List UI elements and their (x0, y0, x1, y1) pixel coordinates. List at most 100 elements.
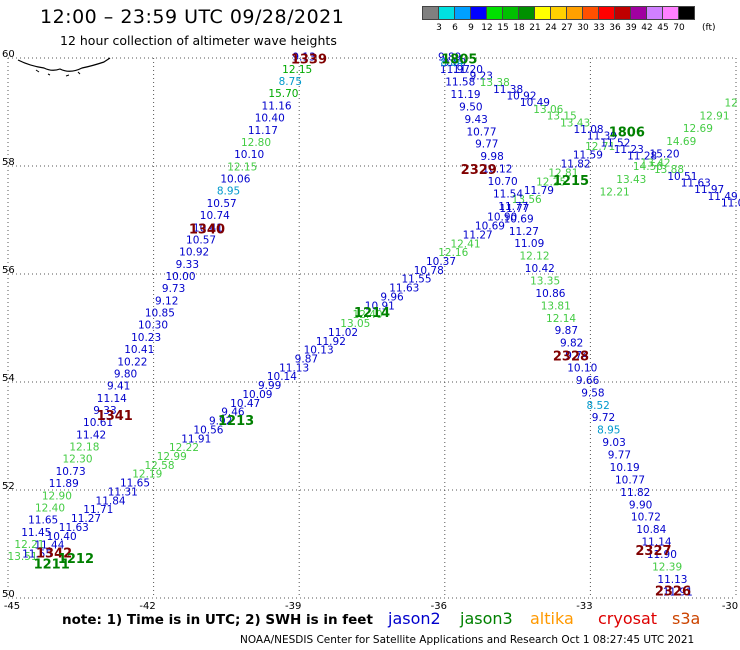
wave-height-value: 11.39 (587, 131, 617, 143)
colorbar-label: 6 (452, 23, 458, 33)
colorbar-unit: (ft) (702, 23, 716, 33)
wave-height-value: 12.40 (353, 309, 383, 321)
legend-jason3: jason3 (460, 609, 513, 628)
wave-height-value: 14.56 (633, 161, 663, 173)
y-tick-label: 52 (2, 481, 15, 492)
wave-height-value: 12.39 (652, 561, 682, 573)
wave-height-value: 12.41 (450, 238, 480, 250)
wave-height-value: 10.12 (482, 164, 512, 176)
wave-height-value: 11.44 (34, 540, 64, 552)
wave-height-value: 9.33 (176, 259, 199, 271)
wave-height-value: 8.52 (586, 400, 609, 412)
wave-height-value: 11.45 (21, 527, 51, 539)
wave-height-value: 10.10 (234, 149, 264, 161)
wave-height-value: 9.41 (107, 381, 130, 393)
wave-height-value: 9.74 (565, 350, 589, 362)
wave-height-value: 11.28 (627, 151, 657, 163)
wave-height-value: 8.95 (217, 186, 240, 198)
wave-height-value: 8.75 (279, 76, 302, 88)
wave-height-value: 10.77 (466, 126, 496, 138)
wave-height-value: 10.85 (145, 308, 175, 320)
pass-number-label: 2329 (461, 163, 497, 178)
wave-height-value: 10.78 (414, 265, 444, 277)
wave-height-value: 9.13 (292, 52, 315, 64)
wave-height-value: 13.06 (533, 104, 563, 116)
x-tick-label: -33 (576, 601, 592, 610)
wave-height-value: 10.14 (267, 371, 297, 383)
map-subtitle: 12 hour collection of altimeter wave hei… (60, 33, 337, 48)
wave-height-value: 10.42 (525, 263, 555, 275)
wave-height-value: 11.14 (642, 537, 672, 549)
wave-height-value: 11.23 (614, 144, 644, 156)
wave-height-value: 11.17 (248, 125, 278, 137)
wave-height-value: 13.56 (512, 194, 542, 206)
x-tick-label: -30 (722, 601, 738, 610)
wave-height-value: 9.89 (438, 52, 461, 64)
wave-height-value: 10.69 (475, 221, 505, 233)
wave-height-value: 12.40 (35, 502, 65, 514)
wave-height-value: 10.40 (47, 531, 77, 543)
wave-height-value: 12.71 (585, 141, 615, 153)
pass-number-label: 1340 (189, 223, 225, 238)
wave-height-value: 12.15 (227, 161, 257, 173)
wave-height-value: 9.77 (475, 139, 498, 151)
wave-height-value: 10.70 (488, 176, 518, 188)
pass-number-label: 1339 (291, 52, 327, 67)
map-canvas: -45 -42 -39 -36 -33 -306058565452509.1312.158… (2, 49, 740, 610)
wave-height-value: 11.55 (22, 549, 52, 561)
wave-height-value: 12.91 (699, 110, 729, 122)
wave-height-value: 9.82 (560, 338, 583, 350)
wave-height-value: 10.74 (200, 210, 230, 222)
wave-height-value: 12.12 (519, 251, 549, 263)
map-title: 12:00 – 23:59 UTC 09/28/2021 (40, 6, 345, 28)
pass-number-label: 2328 (553, 349, 589, 364)
wave-height-value: 12.19 (132, 469, 162, 481)
pass-number-label: 1213 (218, 414, 254, 429)
wave-height-value: 15.20 (650, 149, 680, 161)
wave-height-value: 13.38 (480, 77, 510, 89)
wave-height-value: 13.88 (654, 164, 684, 176)
colorbar-cell (678, 6, 695, 20)
x-tick-label: -42 (139, 601, 155, 610)
pass-number-label: 1342 (36, 547, 72, 562)
wave-height-value: 11.52 (600, 137, 630, 149)
x-tick-label: -39 (285, 601, 301, 610)
colorbar-label: 33 (593, 23, 605, 33)
wave-height-value: 10.61 (83, 417, 113, 429)
pass-number-label: 1805 (441, 52, 477, 67)
legend-jason2: jason2 (388, 609, 441, 628)
wave-height-value: 11.82 (620, 487, 650, 499)
wave-height-value: 11.20 (453, 64, 483, 76)
credit-line: NOAA/NESDIS Center for Satellite Applica… (240, 634, 695, 646)
colorbar-label: 27 (561, 23, 573, 33)
wave-height-value: 10.84 (636, 524, 666, 536)
wave-height-value: 9.33 (93, 405, 116, 417)
wave-height-value: 12.99 (157, 451, 187, 463)
wave-height-value: 9.43 (464, 114, 487, 126)
x-tick-label: -45 (4, 601, 20, 610)
wave-height-value: 11.91 (663, 586, 693, 598)
footer-note: note: 1) Time is in UTC; 2) SWH is in fe… (62, 612, 373, 628)
wave-height-value: 11.49 (708, 191, 738, 203)
wave-height-value: 12.30 (62, 454, 92, 466)
colorbar-label: 24 (545, 23, 557, 33)
wave-height-value: 12.14 (546, 313, 576, 325)
wave-height-value: 11.63 (59, 522, 89, 534)
wave-height-value: 12.18 (69, 442, 99, 454)
wave-height-value: 11.31 (108, 486, 138, 498)
wave-height-value: 9.50 (459, 101, 482, 113)
wave-height-value: 9.73 (162, 283, 185, 295)
wave-height-value: 9.66 (576, 375, 600, 387)
wave-height-value: 10.91 (365, 300, 395, 312)
pass-number-label: 1341 (97, 409, 133, 424)
wave-height-value: 11.27 (509, 226, 539, 238)
wave-height-value: 9.96 (380, 291, 404, 303)
wave-height-value: 9.92 (209, 416, 232, 428)
wave-height-value: 11.38 (493, 84, 523, 96)
wave-height-value: 10.72 (631, 512, 661, 524)
wave-height-value: 12.81 (548, 167, 578, 179)
colorbar-label: 18 (513, 23, 525, 33)
colorbar-label: 36 (609, 23, 621, 33)
wave-height-value: 11.92 (316, 336, 346, 348)
pass-number-label: 1211 (34, 557, 70, 572)
